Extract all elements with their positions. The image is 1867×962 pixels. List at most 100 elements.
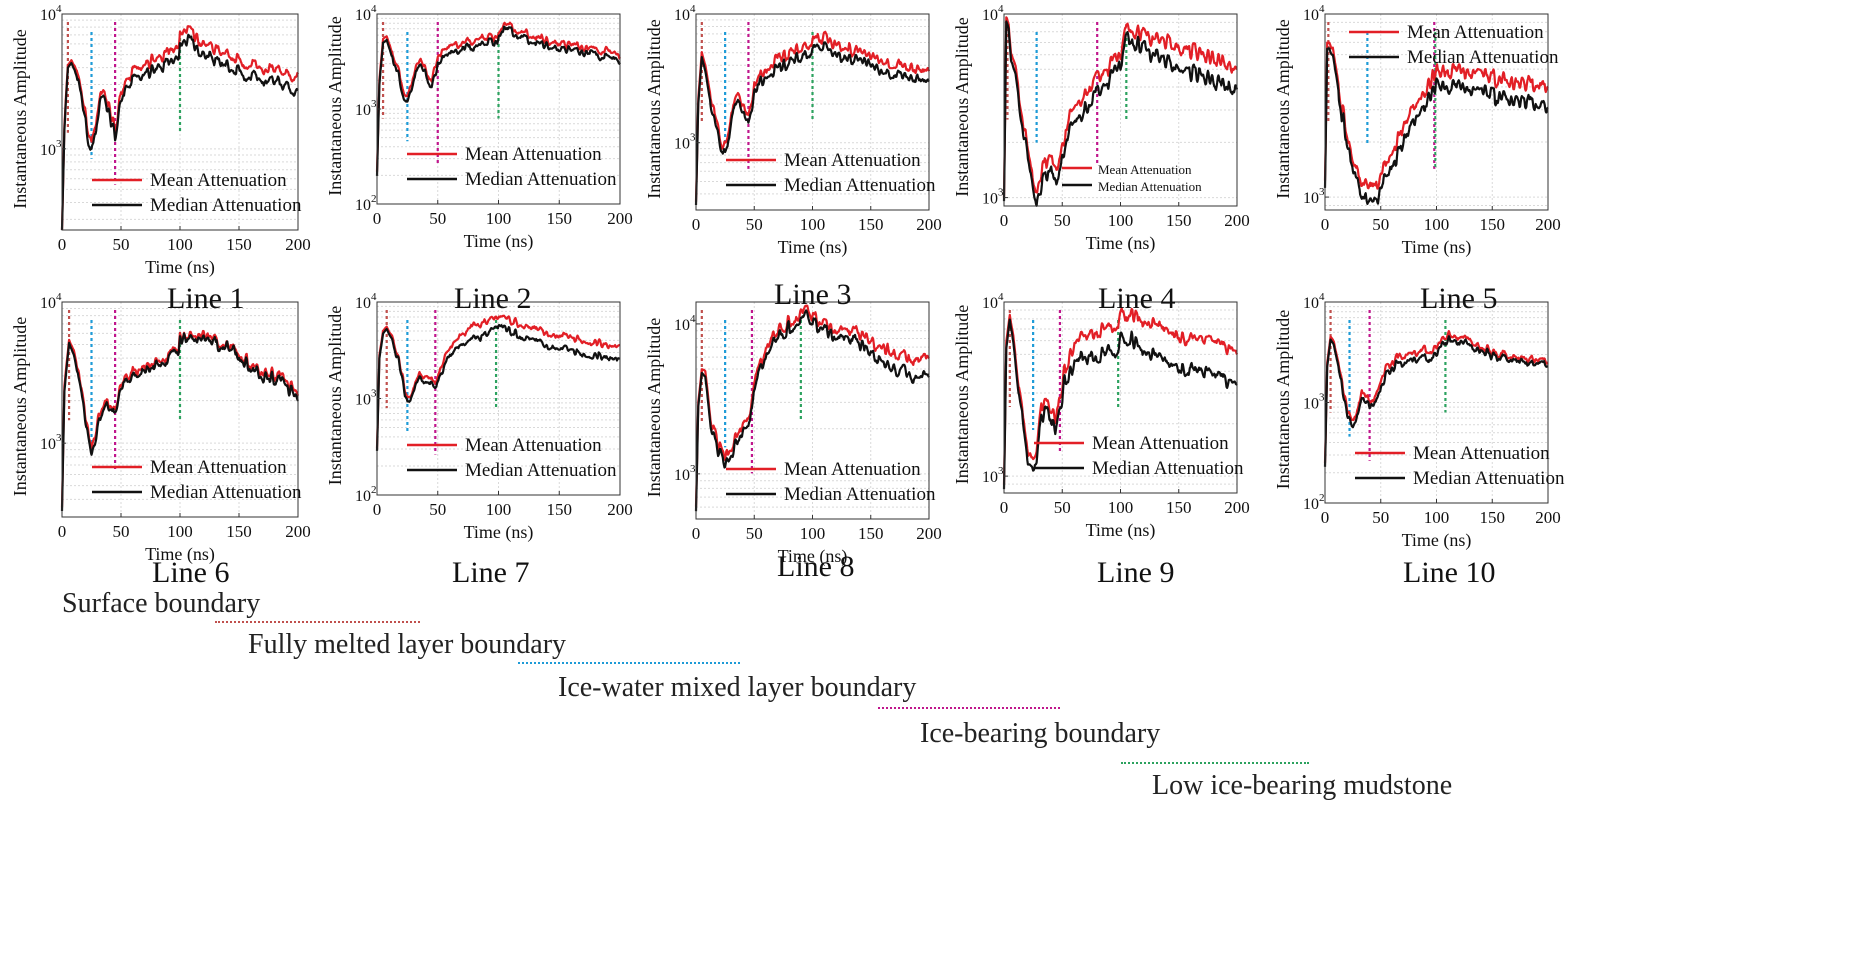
x-tick-label: 0 xyxy=(58,235,67,254)
legend-label: Median Attenuation xyxy=(465,460,617,481)
legend-surface-line xyxy=(215,621,420,623)
caption-line-4: Line 4 xyxy=(1098,282,1176,315)
caption-line-1: Line 1 xyxy=(167,282,245,315)
legend-label: Median Attenuation xyxy=(465,169,617,190)
median-attenuation-line xyxy=(694,41,930,206)
y-tick-exponent: 4 xyxy=(371,291,377,303)
legend-label: Mean Attenuation xyxy=(465,144,602,165)
series-legend: Mean Attenuation Median Attenuation xyxy=(92,457,302,503)
caption-line-5: Line 5 xyxy=(1420,282,1498,315)
x-tick-label: 100 xyxy=(486,209,512,228)
x-tick-label: 200 xyxy=(285,522,311,541)
y-tick-label: 10 xyxy=(982,7,998,24)
x-axis-title: Time (ns) xyxy=(464,522,534,543)
y-tick-exponent: 4 xyxy=(371,3,377,15)
x-tick-label: 0 xyxy=(1321,508,1330,527)
y-tick-label: 10 xyxy=(40,436,56,453)
x-tick-label: 50 xyxy=(1372,508,1389,527)
y-tick-exponent: 3 xyxy=(998,465,1004,477)
x-axis-title: Time (ns) xyxy=(1402,237,1472,258)
series-legend: Mean Attenuation Median Attenuation xyxy=(1355,443,1565,489)
y-tick-label: 10 xyxy=(40,142,56,159)
y-tick-label: 10 xyxy=(40,295,56,312)
legend-label: Median Attenuation xyxy=(1092,458,1244,479)
x-tick-label: 150 xyxy=(547,500,573,519)
legend-label: Mean Attenuation xyxy=(150,170,287,191)
y-tick-label: 10 xyxy=(355,7,371,24)
y-axis-title: Instantaneous Amplitude xyxy=(952,17,972,196)
x-tick-label: 100 xyxy=(800,215,826,234)
caption-line-6: Line 6 xyxy=(152,556,230,589)
x-tick-label: 0 xyxy=(1000,498,1009,517)
y-tick-label: 10 xyxy=(982,191,998,208)
y-tick-exponent: 2 xyxy=(371,193,377,205)
y-tick-exponent: 4 xyxy=(1319,3,1325,15)
x-axis-title: Time (ns) xyxy=(145,257,215,278)
series-legend: Mean Attenuation Median Attenuation xyxy=(1349,22,1559,68)
y-tick-exponent: 2 xyxy=(371,484,377,496)
x-tick-label: 100 xyxy=(1108,498,1134,517)
median-attenuation-line xyxy=(694,309,930,512)
series-legend: Mean Attenuation Median Attenuation xyxy=(407,144,617,190)
x-tick-label: 0 xyxy=(1000,211,1009,230)
y-tick-label: 10 xyxy=(982,295,998,312)
y-tick-label: 10 xyxy=(355,488,371,505)
mean-attenuation-line xyxy=(375,314,621,449)
x-axis-title: Time (ns) xyxy=(1086,520,1156,541)
median-attenuation-line xyxy=(1323,335,1549,467)
median-attenuation-line xyxy=(1002,318,1238,490)
x-axis-title: Time (ns) xyxy=(1402,530,1472,551)
legend-label: Median Attenuation xyxy=(784,175,936,196)
x-tick-label: 200 xyxy=(285,235,311,254)
caption-line-8: Line 8 xyxy=(777,550,855,583)
y-tick-exponent: 3 xyxy=(690,463,696,475)
y-tick-label: 10 xyxy=(355,102,371,119)
y-tick-exponent: 3 xyxy=(1319,186,1325,198)
mean-attenuation-line xyxy=(375,21,622,172)
legend-ice-bearing-boundary: Ice-bearing boundary xyxy=(920,718,1161,749)
x-tick-label: 200 xyxy=(607,500,633,519)
y-axis-title: Instantaneous Amplitude xyxy=(10,317,30,496)
y-tick-label: 10 xyxy=(674,7,690,24)
y-tick-label: 10 xyxy=(1303,295,1319,312)
legend-fully-melted-boundary: Fully melted layer boundary xyxy=(248,629,567,660)
x-tick-label: 50 xyxy=(113,522,130,541)
x-axis-title: Time (ns) xyxy=(145,544,215,565)
y-tick-exponent: 3 xyxy=(690,132,696,144)
caption-line-7: Line 7 xyxy=(452,556,530,589)
y-tick-label: 10 xyxy=(674,317,690,334)
y-axis-title: Instantaneous Amplitude xyxy=(325,16,345,195)
y-axis-title: Instantaneous Amplitude xyxy=(1273,310,1293,489)
x-axis-title: Time (ns) xyxy=(778,546,848,567)
y-tick-exponent: 4 xyxy=(1319,291,1325,303)
y-tick-label: 10 xyxy=(1303,190,1319,207)
x-tick-label: 150 xyxy=(858,524,884,543)
series-legend: Mean Attenuation Median Attenuation xyxy=(407,435,617,481)
legend-label: Median Attenuation xyxy=(150,482,302,503)
grid-lines xyxy=(1324,302,1549,503)
legend-label: Mean Attenuation xyxy=(784,459,921,480)
x-tick-label: 200 xyxy=(916,524,942,543)
x-tick-label: 200 xyxy=(1535,508,1561,527)
x-tick-label: 50 xyxy=(746,215,763,234)
series-legend: Mean Attenuation Median Attenuation xyxy=(1034,433,1244,479)
y-tick-exponent: 3 xyxy=(371,98,377,110)
x-tick-label: 50 xyxy=(1054,211,1071,230)
mean-attenuation-line xyxy=(1002,307,1239,485)
series-legend: Mean Attenuation Median Attenuation xyxy=(726,150,936,196)
series-legend: Mean Attenuation Median Attenuation xyxy=(1062,162,1202,194)
legend-surface-boundary: Surface boundary xyxy=(62,588,261,619)
y-tick-label: 10 xyxy=(1303,496,1319,513)
median-attenuation-line xyxy=(60,33,299,230)
x-tick-label: 150 xyxy=(1166,211,1192,230)
y-axis-title: Instantaneous Amplitude xyxy=(644,318,664,497)
legend-label: Mean Attenuation xyxy=(1413,443,1550,464)
x-tick-label: 100 xyxy=(800,524,826,543)
y-tick-exponent: 3 xyxy=(371,388,377,400)
x-tick-label: 150 xyxy=(858,215,884,234)
legend-label: Median Attenuation xyxy=(1413,468,1565,489)
